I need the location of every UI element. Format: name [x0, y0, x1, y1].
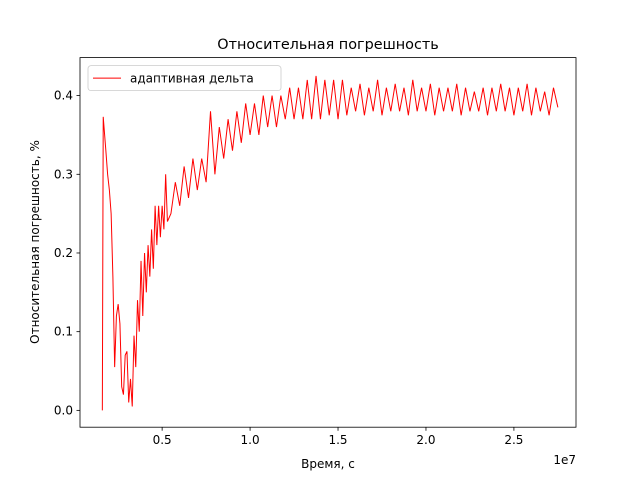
legend-box — [87, 65, 282, 91]
plot-frame — [79, 57, 577, 428]
x-tick-label: 0.5 — [153, 433, 172, 447]
x-axis-label: Время, с — [301, 457, 355, 471]
y-tick-label: 0.4 — [54, 89, 73, 103]
y-tick-label: 0.2 — [54, 246, 73, 260]
y-tick-label: 0.1 — [54, 325, 73, 339]
x-tick-label: 1.0 — [241, 433, 260, 447]
y-axis-label: Относительная погрешность, % — [28, 140, 42, 344]
data-line — [101, 75, 559, 411]
x-offset-label: 1e7 — [553, 453, 576, 467]
x-tick-label: 2.5 — [504, 433, 523, 447]
chart-title: Относительная погрешность — [217, 37, 438, 53]
x-tick-label: 2.0 — [416, 433, 435, 447]
legend-label: адаптивная дельта — [130, 72, 254, 86]
x-tick-label: 1.5 — [328, 433, 347, 447]
y-tick-label: 0.3 — [54, 167, 73, 181]
y-tick-label: 0.0 — [54, 403, 73, 417]
